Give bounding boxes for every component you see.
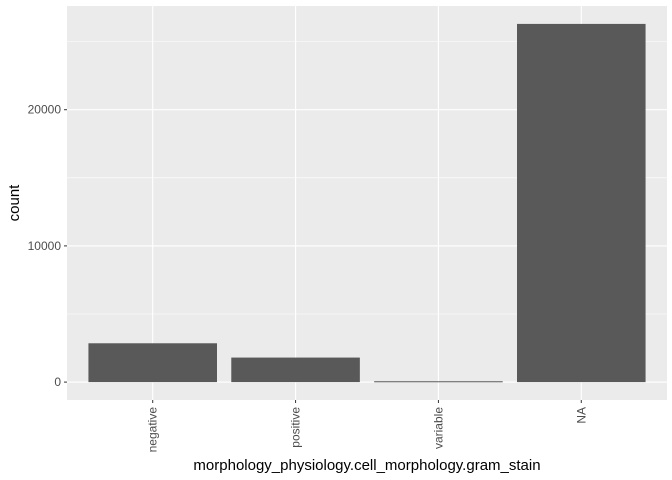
x-axis-title: morphology_physiology.cell_morphology.gr… <box>193 457 540 474</box>
y-tick-label: 10000 <box>28 239 62 253</box>
bar-variable <box>374 381 503 383</box>
y-tick-label: 0 <box>54 375 61 389</box>
x-tick-label-na: NA <box>574 407 588 424</box>
bars <box>88 23 646 383</box>
y-tick-label: 20000 <box>28 103 62 117</box>
x-axis-ticks: negative positive variable NA <box>146 400 588 453</box>
bar-positive <box>231 357 360 383</box>
bar-negative <box>88 343 217 383</box>
x-tick-label-positive: positive <box>289 407 303 448</box>
x-tick-label-negative: negative <box>146 407 160 453</box>
y-axis-title: count <box>6 184 23 222</box>
y-axis-ticks: 0 10000 20000 <box>28 103 67 389</box>
bar-na <box>517 23 646 383</box>
x-tick-label-variable: variable <box>431 407 445 449</box>
